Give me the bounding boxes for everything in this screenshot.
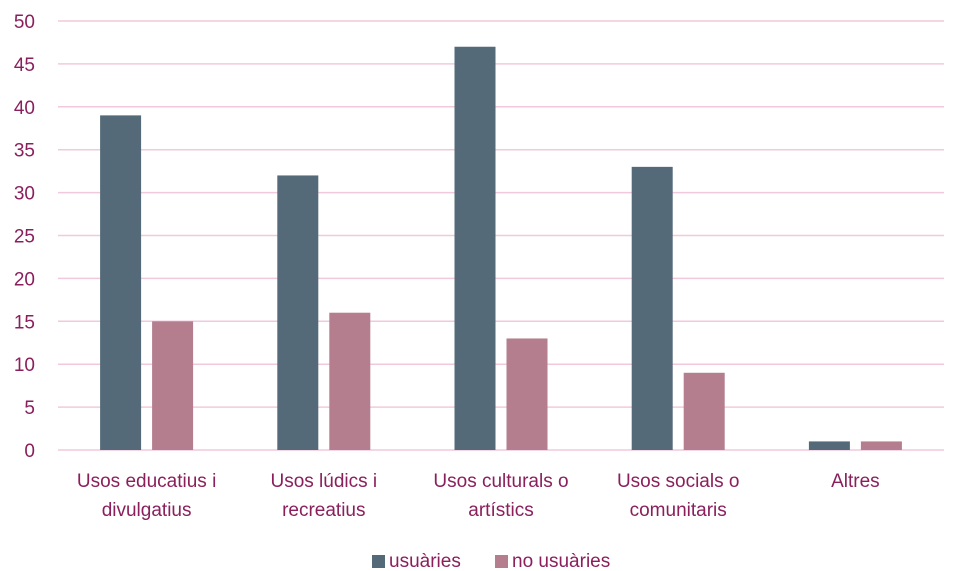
y-tick-label: 40 xyxy=(14,98,35,119)
y-tick-label: 20 xyxy=(14,269,35,290)
bar-no-usuaries xyxy=(683,372,725,450)
x-category-label: Altres xyxy=(831,471,880,492)
x-category-label: artístics xyxy=(468,500,533,521)
legend: usuàries no usuàries xyxy=(372,551,610,571)
bars xyxy=(100,46,902,451)
x-category-label: recreatius xyxy=(282,500,365,521)
bar-no-usuaries xyxy=(152,321,194,450)
x-category-label: comunitaris xyxy=(630,500,727,521)
legend-label: usuàries xyxy=(389,551,461,571)
x-category-label: Usos socials o xyxy=(617,471,740,492)
bar-no-usuaries xyxy=(329,312,371,450)
y-tick-label: 15 xyxy=(14,312,35,333)
bar-usuaries xyxy=(454,46,496,451)
bar-no-usuaries xyxy=(506,338,548,450)
y-axis-ticks: 0 5 10 15 20 25 30 35 40 45 50 xyxy=(14,12,35,462)
y-tick-label: 45 xyxy=(14,55,35,76)
y-tick-label: 0 xyxy=(24,441,35,462)
y-tick-label: 50 xyxy=(14,12,35,33)
y-tick-label: 5 xyxy=(24,398,35,419)
y-tick-label: 35 xyxy=(14,141,35,162)
x-category-label: Usos educatius i xyxy=(77,471,216,492)
bar-usuaries xyxy=(277,175,319,450)
legend-label: no usuàries xyxy=(512,551,610,571)
x-category-label: Usos culturals o xyxy=(433,471,568,492)
legend-swatch xyxy=(495,555,508,568)
x-category-label: divulgatius xyxy=(102,500,192,521)
bar-no-usuaries xyxy=(860,441,902,450)
y-tick-label: 10 xyxy=(14,355,35,376)
bar-usuaries xyxy=(100,115,142,450)
bar-usuaries xyxy=(808,441,850,450)
x-axis-labels: Usos educatius i divulgatius Usos lúdics i… xyxy=(77,471,880,521)
x-category-label: Usos lúdics i xyxy=(270,471,377,492)
y-tick-label: 25 xyxy=(14,227,35,248)
legend-swatch xyxy=(372,555,385,568)
y-tick-label: 30 xyxy=(14,184,35,205)
gridlines xyxy=(58,20,944,451)
bar-usuaries xyxy=(631,166,673,451)
